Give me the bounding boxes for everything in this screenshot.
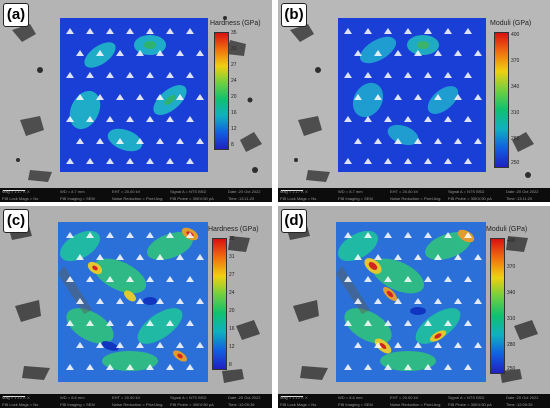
colorbar-title: Hardness (GPa) <box>208 226 259 233</box>
status-date: Date :20 Oct 2022 <box>506 189 539 194</box>
status-mag: Mag = 1.17 K X <box>2 189 30 194</box>
status-lock: FIB Lock Mags = No <box>280 196 317 201</box>
sem-status-bar: Mag = 1.12 K X FIB Lock Mags = No WD = 8… <box>0 394 272 408</box>
colorbar-tick: 340 <box>511 84 520 90</box>
status-lock: FIB Lock Mags = No <box>280 402 317 407</box>
status-mag: Mag = 1.17 K X <box>280 189 308 194</box>
status-lock: FIB Lock Mags = No <box>2 196 39 201</box>
status-time: Time :12:09:39 <box>506 402 533 407</box>
status-signal: Signal A = NTS BSD <box>448 395 485 400</box>
status-signal: Signal A = NTS BSD <box>448 189 485 194</box>
panel-label: (b) <box>281 3 307 27</box>
panel-a: (a) Hardness (GPa) 35 31 27 24 20 16 12 … <box>0 0 272 202</box>
scale-bar <box>3 396 25 397</box>
status-eht: EHT = 20.00 kV <box>390 395 419 400</box>
colorbar-tick: 8 <box>229 362 232 368</box>
status-imaging: FIB Imaging = SEM <box>60 402 95 407</box>
status-imaging: FIB Imaging = SEM <box>60 196 95 201</box>
status-probe: FIB Probe = 30KV:50 pA <box>448 196 492 201</box>
colorbar-tick: 250 <box>511 160 520 166</box>
status-time: Time :12:09:39 <box>228 402 255 407</box>
colorbar <box>494 32 509 168</box>
colorbar <box>214 32 229 150</box>
scale-bar <box>3 190 25 191</box>
status-wd: WD = 8.6 mm <box>338 395 363 400</box>
colorbar-tick: 31 <box>229 254 235 260</box>
status-signal: Signal A = NTS BSD <box>170 395 207 400</box>
colorbar-tick: 20 <box>229 308 235 314</box>
colorbar-tick: 370 <box>507 264 516 270</box>
colorbar-tick: 16 <box>229 326 235 332</box>
panel-b: (b) Moduli (GPa) 400 370 340 310 280 250… <box>278 0 550 202</box>
status-mag: Mag = 1.12 K X <box>2 395 30 400</box>
colorbar-tick: 280 <box>511 136 520 142</box>
colorbar-tick: 340 <box>507 290 516 296</box>
status-imaging: FIB Imaging = SEM <box>338 196 373 201</box>
colorbar-tick: 310 <box>507 316 516 322</box>
colorbar-tick: 310 <box>511 110 520 116</box>
colorbar-title: Moduli (GPa) <box>490 20 532 27</box>
colorbar-title: Hardness (GPa) <box>210 20 261 27</box>
status-eht: EHT = 20.00 kV <box>112 395 141 400</box>
scale-bar <box>281 190 303 191</box>
colorbar-tick: 370 <box>511 58 520 64</box>
panel-label: (c) <box>3 209 29 233</box>
colorbar-tick: 12 <box>229 344 235 350</box>
status-wd: WD = 8.7 mm <box>60 189 85 194</box>
panel-d: (d) Moduli (GPa) 400 370 340 310 280 250… <box>278 206 550 408</box>
colorbar-tick: 280 <box>507 342 516 348</box>
colorbar-tick: 27 <box>229 272 235 278</box>
sem-status-bar: Mag = 1.17 K X FIB Lock Mags = No WD = 8… <box>0 188 272 202</box>
colorbar-tick: 20 <box>231 94 237 100</box>
status-eht: EHT = 20.00 kV <box>112 189 141 194</box>
sem-micrograph <box>278 0 550 202</box>
colorbar <box>212 238 227 370</box>
colorbar-tick: 250 <box>507 366 516 372</box>
status-imaging: FIB Imaging = SEM <box>338 402 373 407</box>
colorbar-tick: 8 <box>231 142 234 148</box>
status-eht: EHT = 20.00 kV <box>390 189 419 194</box>
sem-status-bar: Mag = 1.12 K X FIB Lock Mags = No WD = 8… <box>278 394 550 408</box>
colorbar-tick: 35 <box>229 236 235 242</box>
sem-micrograph <box>278 206 550 408</box>
status-noise: Noise Reduction = Pixel Avg. <box>112 196 164 201</box>
status-noise: Noise Reduction = Pixel Avg. <box>390 402 442 407</box>
colorbar-tick: 24 <box>229 290 235 296</box>
colorbar <box>490 238 505 374</box>
status-wd: WD = 8.6 mm <box>60 395 85 400</box>
status-signal: Signal A = NTS BSD <box>170 189 207 194</box>
panel-label: (a) <box>3 3 29 27</box>
status-date: Date :20 Oct 2022 <box>506 395 539 400</box>
status-noise: Noise Reduction = Pixel Avg. <box>112 402 164 407</box>
status-wd: WD = 8.7 mm <box>338 189 363 194</box>
status-mag: Mag = 1.12 K X <box>280 395 308 400</box>
status-probe: FIB Probe = 30KV:50 pA <box>448 402 492 407</box>
colorbar-tick: 27 <box>231 62 237 68</box>
status-noise: Noise Reduction = Pixel Avg. <box>390 196 442 201</box>
status-time: Time :13:11:20 <box>228 196 255 201</box>
scale-bar <box>281 396 303 397</box>
colorbar-tick: 400 <box>507 238 516 244</box>
colorbar-title: Moduli (GPa) <box>486 226 528 233</box>
colorbar-tick: 16 <box>231 110 237 116</box>
panel-c: (c) Hardness (GPa) 35 31 27 24 20 16 12 … <box>0 206 272 408</box>
sem-status-bar: Mag = 1.17 K X FIB Lock Mags = No WD = 8… <box>278 188 550 202</box>
status-time: Time :13:11:20 <box>506 196 533 201</box>
status-lock: FIB Lock Mags = No <box>2 402 39 407</box>
status-date: Date :20 Oct 2022 <box>228 189 261 194</box>
colorbar-tick: 35 <box>231 30 237 36</box>
colorbar-tick: 24 <box>231 78 237 84</box>
colorbar-tick: 12 <box>231 126 237 132</box>
status-probe: FIB Probe = 30KV:50 pA <box>170 402 214 407</box>
status-probe: FIB Probe = 30KV:50 pA <box>170 196 214 201</box>
status-date: Date :20 Oct 2022 <box>228 395 261 400</box>
panel-label: (d) <box>281 209 307 233</box>
colorbar-tick: 31 <box>231 46 237 52</box>
colorbar-tick: 400 <box>511 32 520 38</box>
